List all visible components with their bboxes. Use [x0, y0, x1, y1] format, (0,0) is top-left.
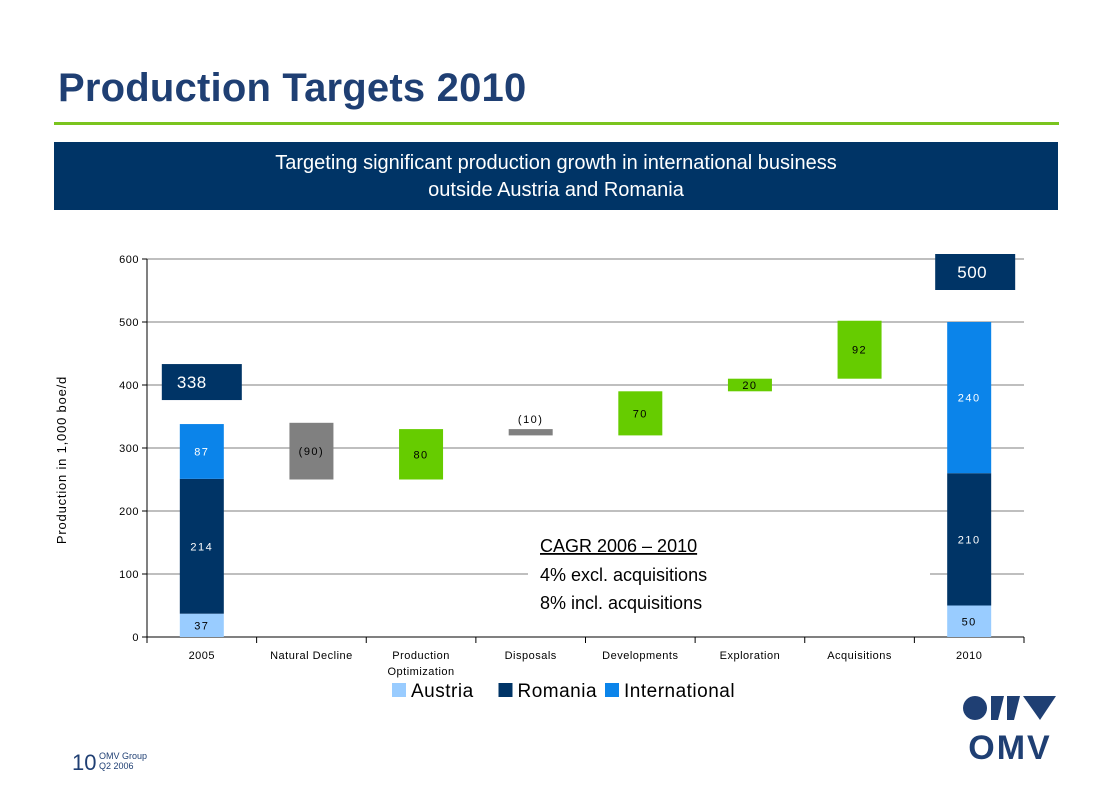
- step-value-label: 70: [633, 408, 648, 420]
- step-value-label: 20: [742, 380, 757, 392]
- stacked-bar-segment-romania: [179, 478, 224, 614]
- x-category-label: Developments: [602, 650, 678, 662]
- bar-value-label: 210: [958, 534, 981, 546]
- y-tick-label: 100: [119, 569, 139, 581]
- step-value-label: (10): [518, 414, 544, 426]
- x-category-label: 2010: [956, 650, 982, 662]
- legend-swatch-international: [605, 683, 619, 697]
- x-category-label: Natural Decline: [270, 650, 353, 662]
- step-value-label: 92: [852, 345, 867, 357]
- legend-label: International: [624, 681, 735, 702]
- logo-mark-1: [991, 696, 1004, 720]
- step-value-label: 80: [413, 449, 428, 461]
- x-category-label: 2005: [189, 650, 215, 662]
- annotation-line: 8% incl. acquisitions: [540, 593, 702, 613]
- total-callout-label: 500: [957, 263, 987, 282]
- y-tick-label: 400: [119, 380, 139, 392]
- waterfall-step-bar: [727, 378, 772, 392]
- y-axis-label: Production in 1,000 boe/d: [54, 376, 69, 544]
- stacked-bar-segment-international: [947, 322, 992, 474]
- annotation-title: CAGR 2006 – 2010: [540, 536, 697, 556]
- page-title: Production Targets 2010: [58, 66, 527, 110]
- annotation-line: 4% excl. acquisitions: [540, 565, 707, 585]
- x-category-label: Acquisitions: [827, 650, 892, 662]
- total-callout-box: [935, 254, 1016, 290]
- bar-value-label: 214: [190, 541, 213, 553]
- headline-banner: Targeting significant production growth …: [54, 142, 1058, 210]
- legend-swatch-austria: [392, 683, 406, 697]
- total-callout-box: [161, 364, 242, 401]
- y-tick-label: 0: [132, 632, 139, 644]
- y-tick-label: 300: [119, 443, 139, 455]
- total-callout-label: 338: [177, 373, 207, 392]
- bar-value-label: 37: [194, 620, 209, 632]
- stacked-bar-segment-austria: [179, 613, 224, 637]
- omv-logo: OMV: [963, 696, 1056, 764]
- logo-mark-2: [1007, 696, 1020, 720]
- y-tick-label: 200: [119, 506, 139, 518]
- waterfall-step-bar: [399, 429, 444, 480]
- bar-value-label: 50: [962, 616, 977, 628]
- y-tick-label: 500: [119, 317, 139, 329]
- logo-circle-mark: [963, 696, 987, 720]
- legend-swatch-romania: [498, 683, 513, 697]
- x-category-label: Production: [392, 650, 450, 662]
- logo-mark-3: [1023, 696, 1056, 720]
- stacked-bar-segment-international: [179, 424, 224, 479]
- page-number: 10: [72, 750, 97, 775]
- footer-company: OMV Group: [99, 751, 148, 761]
- legend-label: Romania: [518, 681, 598, 702]
- waterfall-step-bar: [837, 320, 882, 379]
- bar-value-label: 240: [958, 393, 981, 405]
- x-category-label: Disposals: [505, 650, 557, 662]
- footer-period: Q2 2006: [99, 761, 134, 771]
- waterfall-step-bar: [618, 391, 663, 436]
- legend-label: Austria: [411, 681, 474, 702]
- annotation-backdrop: [528, 528, 930, 623]
- logo-wordmark: OMV: [968, 729, 1051, 764]
- y-tick-label: 600: [119, 254, 139, 266]
- banner-line-2: outside Austria and Romania: [428, 179, 684, 201]
- stacked-bar-segment-austria: [947, 605, 992, 637]
- banner-line-1: Targeting significant production growth …: [275, 152, 837, 174]
- x-category-label: Exploration: [720, 650, 781, 662]
- title-underline: [54, 122, 1059, 125]
- stacked-bar-segment-romania: [947, 473, 992, 606]
- waterfall-step-bar: [508, 429, 553, 436]
- x-category-label: Optimization: [387, 666, 454, 678]
- step-value-label: (90): [299, 446, 325, 458]
- bar-value-label: 87: [194, 446, 209, 458]
- waterfall-step-bar: [289, 422, 334, 480]
